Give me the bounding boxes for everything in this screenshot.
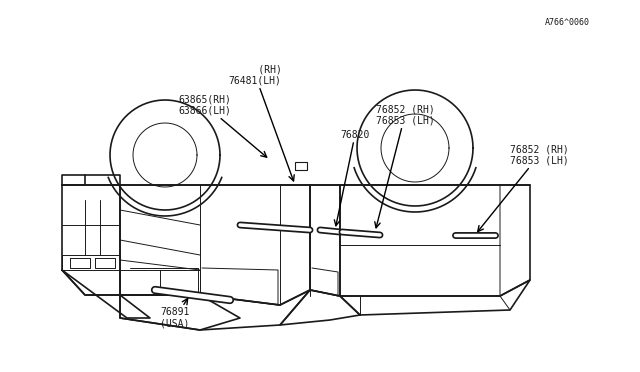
Bar [295, 162, 307, 170]
Text: 76820: 76820 [334, 130, 370, 226]
Text: 76852 (RH)
76853 (LH): 76852 (RH) 76853 (LH) [477, 144, 569, 232]
Text: (RH)
76481(LH): (RH) 76481(LH) [228, 64, 294, 181]
Text: 76891
(USA): 76891 (USA) [160, 299, 189, 329]
Text: 63865(RH)
63866(LH): 63865(RH) 63866(LH) [179, 94, 267, 157]
Text: 76852 (RH)
76853 (LH): 76852 (RH) 76853 (LH) [375, 104, 435, 228]
Text: A766^0060: A766^0060 [545, 18, 590, 27]
